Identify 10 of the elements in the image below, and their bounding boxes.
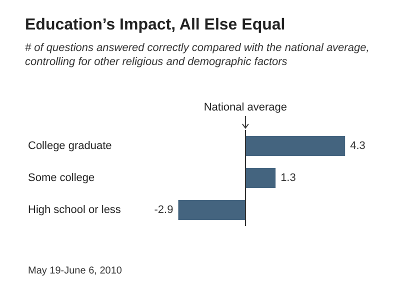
data-label: 4.3 (350, 140, 366, 152)
ref-line-label: National average (204, 102, 288, 114)
y-tick-label: High school or less (28, 204, 122, 216)
y-tick-label: Some college (28, 172, 95, 184)
data-label: 1.3 (280, 172, 296, 184)
chart-title: Education’s Impact, All Else Equal (25, 16, 286, 34)
y-tick-label: College graduate (28, 140, 112, 152)
data-label: -2.9 (154, 204, 174, 216)
chart-subtitle: # of questions answered correctly compared with the national average, controlling for other religious and demographic factors (25, 42, 372, 68)
text: May 19-June 6, 2010 (28, 266, 122, 276)
